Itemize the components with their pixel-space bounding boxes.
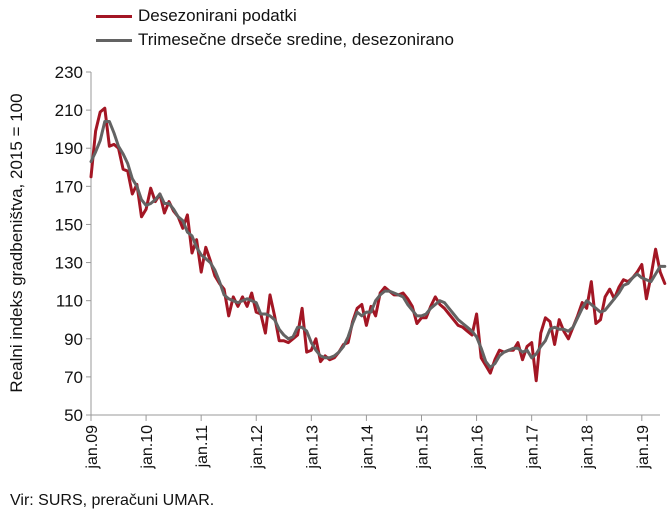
y-tick-label: 110 [56, 292, 83, 311]
legend: Desezonirani podatki Trimesečne drseče s… [96, 4, 454, 52]
y-tick-label: 210 [55, 101, 83, 120]
source-note: Vir: SURS, preračuni UMAR. [10, 492, 215, 509]
y-tick-label: 190 [55, 139, 83, 158]
series-line-desezonirani [89, 106, 667, 383]
series-layer [89, 106, 667, 383]
x-tick-label: jan.15 [414, 425, 431, 470]
y-axis-label: Realni indeks gradbeništva, 2015 = 100 [7, 93, 26, 392]
y-tick-label: 50 [64, 406, 83, 425]
y-tick-label: 170 [55, 177, 83, 196]
x-tick-label: jan.09 [84, 425, 101, 470]
legend-swatch-drsece [96, 38, 132, 42]
x-tick-label: jan.14 [359, 425, 376, 470]
y-axis: 50 70 90 110 130 150 170 190 210 230 [55, 63, 91, 425]
y-tick-label: 70 [64, 368, 83, 387]
y-tick-label: 130 [55, 254, 83, 273]
x-tick-label: jan.17 [525, 425, 542, 470]
y-tick-label: 230 [55, 63, 83, 82]
x-tick-label: jan.12 [249, 425, 266, 470]
x-tick-label: jan.18 [580, 425, 597, 470]
legend-item-desezonirani: Desezonirani podatki [96, 4, 454, 28]
x-tick-label: jan.19 [635, 425, 652, 470]
x-tick-label: jan.13 [304, 425, 321, 470]
legend-swatch-desezonirani [96, 14, 132, 18]
x-tick-label: jan.11 [194, 425, 211, 469]
x-tick-label: jan.10 [139, 425, 156, 470]
series-line-drsece [89, 120, 667, 369]
x-axis: jan.09 jan.10 jan.11 jan.12 jan.13 jan.14 jan.… [84, 72, 660, 470]
x-tick-label: jan.16 [470, 425, 487, 470]
y-tick-label: 90 [64, 330, 83, 349]
legend-label-desezonirani: Desezonirani podatki [138, 6, 297, 25]
legend-item-drsece: Trimesečne drseče sredine, desezonirano [96, 28, 454, 52]
y-tick-label: 150 [55, 215, 83, 234]
legend-label-drsece: Trimesečne drseče sredine, desezonirano [138, 30, 454, 49]
